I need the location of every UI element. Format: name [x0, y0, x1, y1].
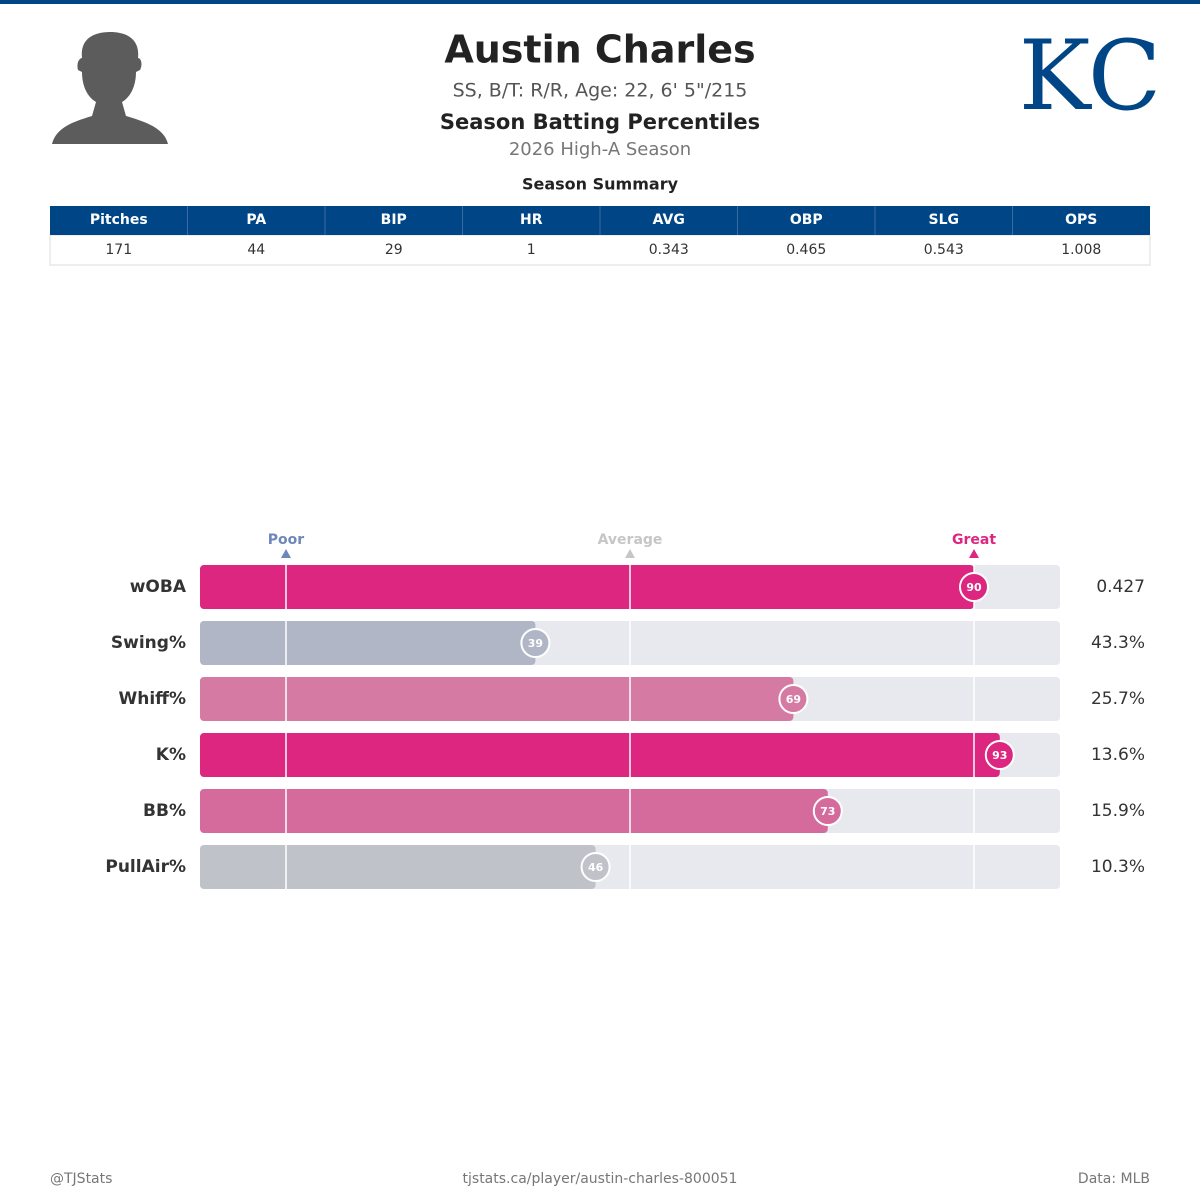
metric-label: PullAir% — [105, 857, 186, 877]
table-header-cell: SLG — [929, 212, 960, 228]
player-bio: SS, B/T: R/R, Age: 22, 6' 5"/215 — [453, 80, 748, 102]
table-header-cell: PA — [246, 212, 266, 228]
stat-label: 13.6% — [1091, 745, 1145, 765]
metric-label: K% — [156, 745, 186, 765]
marker-arrow — [281, 549, 291, 558]
stat-label: 25.7% — [1091, 689, 1145, 709]
stat-label: 43.3% — [1091, 633, 1145, 653]
table-title: Season Summary — [522, 175, 679, 194]
table-cell: 29 — [385, 242, 403, 258]
chart-subtitle: 2026 High-A Season — [509, 139, 691, 160]
table-cell: 0.543 — [924, 242, 964, 258]
table-header-cell: BIP — [381, 212, 407, 228]
marker-label: Great — [952, 532, 996, 548]
footer-center: tjstats.ca/player/austin-charles-800051 — [463, 1171, 738, 1187]
stat-label: 15.9% — [1091, 801, 1145, 821]
stat-label: 10.3% — [1091, 857, 1145, 877]
percentile-dot — [812, 796, 843, 826]
team-logo: KC — [1019, 20, 1162, 132]
metric-label: BB% — [143, 801, 186, 821]
percentile-label: 90 — [966, 581, 982, 594]
percentile-label: 39 — [528, 637, 543, 650]
percentile-dot — [520, 628, 551, 658]
chart-title: Season Batting Percentiles — [440, 110, 760, 134]
bar — [200, 565, 974, 609]
player-silhouette — [52, 32, 168, 144]
table-cell: 0.343 — [649, 242, 689, 258]
bar — [200, 845, 596, 889]
table-header-cell: OPS — [1065, 212, 1097, 228]
percentile-label: 73 — [820, 805, 835, 818]
metric-label: Swing% — [111, 633, 186, 653]
player-name: Austin Charles — [444, 28, 755, 72]
marker-label: Poor — [268, 532, 304, 548]
percentile-dot — [778, 684, 809, 714]
bar — [200, 621, 536, 665]
bar — [200, 789, 828, 833]
marker-arrow — [625, 549, 635, 558]
percentile-dot — [580, 852, 611, 882]
marker-arrow — [969, 549, 979, 558]
table-cell: 171 — [105, 242, 132, 258]
footer-right: Data: MLB — [1078, 1171, 1150, 1187]
table-cell: 1 — [527, 242, 536, 258]
stat-label: 0.427 — [1096, 577, 1145, 597]
metric-label: Whiff% — [119, 689, 187, 709]
percentile-dot — [959, 572, 989, 602]
table-body — [49, 234, 1151, 266]
table-header-cell: OBP — [790, 212, 823, 228]
marker-label: Average — [598, 532, 663, 548]
table-cell: 1.008 — [1061, 242, 1101, 258]
bar — [200, 677, 794, 721]
metric-label: wOBA — [130, 577, 187, 597]
percentile-label: 69 — [786, 693, 801, 706]
table-header-cell: HR — [520, 212, 543, 228]
footer-left: @TJStats — [50, 1171, 112, 1187]
table-header-cell: Pitches — [90, 212, 148, 228]
percentile-dot — [984, 740, 1015, 770]
top-border — [0, 0, 1200, 4]
table-cell: 0.465 — [786, 242, 826, 258]
percentile-label: 93 — [992, 749, 1007, 762]
table-header-cell: AVG — [653, 212, 685, 228]
percentile-label: 46 — [588, 861, 604, 874]
bar — [200, 733, 1000, 777]
table-cell: 44 — [247, 242, 265, 258]
